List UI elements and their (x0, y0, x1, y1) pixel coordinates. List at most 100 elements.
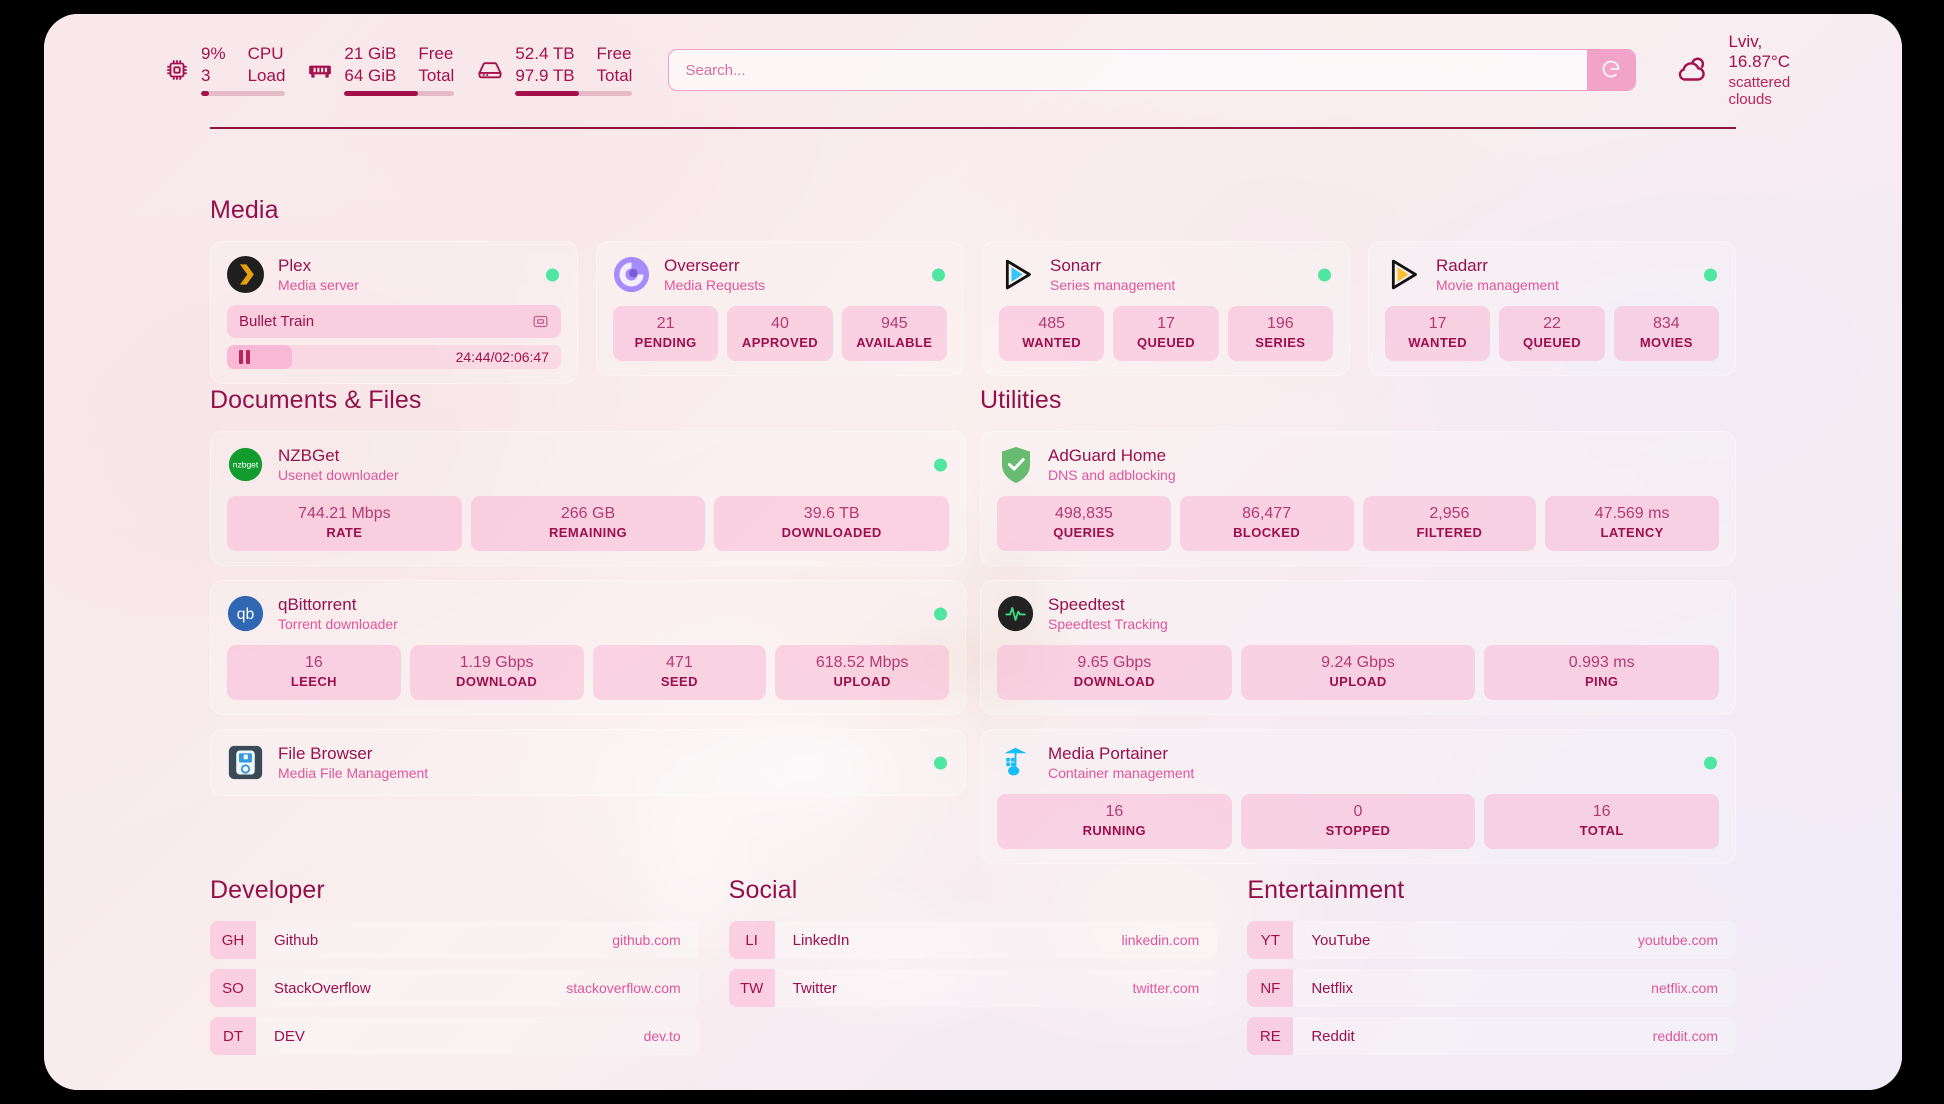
sonarr-subtitle: Series management (1050, 277, 1176, 293)
bookmark-url: stackoverflow.com (566, 980, 681, 996)
metric-label: SEED (660, 674, 698, 689)
metric-value: 618.52 Mbps (815, 654, 909, 671)
metric: 744.21 Mbps RATE (227, 496, 462, 551)
plex-progress-bar[interactable]: 24:44/02:06:47 (227, 345, 561, 369)
bookmark-url: github.com (612, 932, 681, 948)
plex-now-playing-title: Bullet Train (239, 313, 315, 330)
stat-cpu-label-bottom: Load (247, 65, 286, 85)
metric-label: TOTAL (1579, 823, 1624, 838)
bookmark-url: youtube.com (1637, 932, 1719, 948)
metric-value: 1.19 Gbps (459, 654, 534, 671)
bookmark-item-linkedin[interactable]: LI LinkedIn linkedin.com (728, 921, 1218, 959)
nzbget-icon: nzbget (227, 446, 264, 483)
metric-value: 16 (304, 654, 323, 671)
pause-icon[interactable] (239, 350, 250, 364)
weather-location: Lviv, 16.87°C (1728, 32, 1791, 71)
metric-label: MOVIES (1639, 335, 1693, 350)
search-submit-button[interactable] (1587, 50, 1636, 90)
stat-cpu-label-top: CPU (247, 43, 284, 63)
search-input[interactable] (669, 50, 1588, 90)
weather-widget[interactable]: Lviv, 16.87°C scattered clouds (1672, 32, 1790, 108)
bookmark-item-netflix[interactable]: NF Netflix netflix.com (1247, 969, 1737, 1007)
metric-label: DOWNLOAD (456, 674, 538, 689)
metric-label: DOWNLOADED (781, 525, 882, 540)
qbittorrent-metrics: 16 LEECH 1.19 Gbps DOWNLOAD 471 SEED (227, 645, 949, 700)
bookmark-group-title: Social (728, 876, 798, 904)
service-card-portainer[interactable]: Media Portainer Container management 16 … (980, 729, 1736, 864)
metric: 498,835 QUERIES (997, 496, 1171, 551)
adguard-subtitle: DNS and adblocking (1048, 467, 1176, 483)
bookmark-item-twitter[interactable]: TW Twitter twitter.com (728, 969, 1218, 1007)
overseerr-status-dot (932, 268, 945, 281)
plex-name: Plex (278, 256, 312, 275)
ram-icon (307, 57, 333, 83)
plex-status-dot (546, 268, 559, 281)
service-card-adguard[interactable]: AdGuard Home DNS and adblocking 498,835 … (980, 431, 1736, 566)
service-card-plex[interactable]: Plex Media server Bullet Train (210, 241, 578, 384)
metric: 485 WANTED (999, 306, 1105, 361)
plex-icon (227, 256, 264, 293)
sonarr-name: Sonarr (1050, 256, 1102, 275)
metric-value: 266 GB (560, 505, 616, 522)
service-card-filebrowser[interactable]: File Browser Media File Management (210, 729, 966, 796)
metric: 618.52 Mbps UPLOAD (775, 645, 949, 700)
google-icon (1601, 59, 1621, 82)
service-card-qbittorrent[interactable]: qb qBittorrent Torrent downloader (210, 580, 966, 715)
metric-value: 2,956 (1429, 505, 1470, 522)
service-card-radarr[interactable]: Radarr Movie management 17 WANTED 22 QUE… (1368, 241, 1736, 376)
metric: 196 SERIES (1227, 306, 1333, 361)
metric-label: AVAILABLE (856, 335, 933, 350)
metric-value: 834 (1652, 315, 1680, 332)
overseerr-name: Overseerr (664, 256, 740, 275)
qbittorrent-name: qBittorrent (278, 595, 357, 614)
search-box[interactable] (668, 49, 1637, 91)
service-card-sonarr[interactable]: Sonarr Series management 485 WANTED 17 Q… (982, 241, 1350, 376)
adguard-shield-icon (997, 446, 1034, 483)
stat-ram: 21 GiB 64 GiB Free Total (307, 43, 455, 98)
cast-icon[interactable] (532, 313, 549, 330)
radarr-icon (1385, 256, 1422, 293)
metric-value: 945 (880, 315, 908, 332)
dashboard-page: 9% 3 CPU Load (44, 14, 1902, 1090)
metric-value: 47.569 ms (1594, 505, 1670, 522)
metric: 47.569 ms LATENCY (1545, 496, 1719, 551)
metric: 834 MOVIES (1613, 306, 1719, 361)
bookmark-item-youtube[interactable]: YT YouTube youtube.com (1247, 921, 1737, 959)
stat-cpu-value-top: 9% (201, 43, 226, 63)
metric-label: LEECH (290, 674, 337, 689)
metric-value: 744.21 Mbps (298, 505, 391, 522)
metric-value: 196 (1266, 315, 1294, 332)
bookmark-item-stackoverflow[interactable]: SO StackOverflow stackoverflow.com (210, 969, 699, 1007)
bookmark-abbr: LI (728, 921, 775, 959)
metric: 16 LEECH (227, 645, 401, 700)
bookmark-item-dev[interactable]: DT DEV dev.to (210, 1017, 699, 1055)
metric: 266 GB REMAINING (470, 496, 706, 551)
service-card-speedtest[interactable]: Speedtest Speedtest Tracking 9.65 Gbps D… (980, 580, 1736, 715)
bookmark-abbr: GH (210, 921, 256, 959)
svg-text:qb: qb (237, 606, 255, 623)
metric-label: PING (1584, 674, 1619, 689)
radarr-name: Radarr (1436, 256, 1488, 275)
bookmark-item-github[interactable]: GH Github github.com (210, 921, 699, 959)
stat-ram-value-bottom: 64 GiB (344, 65, 397, 85)
metric-value: 0.993 ms (1568, 654, 1635, 671)
media-section-title: Media (210, 196, 279, 224)
bookmark-item-reddit[interactable]: RE Reddit reddit.com (1247, 1017, 1737, 1055)
filebrowser-name: File Browser (278, 744, 373, 763)
nzbget-status-dot (934, 458, 947, 471)
metric-label: APPROVED (741, 335, 819, 350)
bookmark-url: linkedin.com (1121, 932, 1200, 948)
metric: 16 TOTAL (1484, 794, 1720, 849)
metric-value: 9.65 Gbps (1077, 654, 1152, 671)
cpu-icon (164, 57, 190, 83)
bookmark-group-social: Social LI LinkedIn linkedin.com TW Twitt… (728, 876, 1218, 1055)
metric-label: WANTED (1022, 335, 1082, 350)
service-card-overseerr[interactable]: Overseerr Media Requests 21 PENDING 40 A… (596, 241, 964, 376)
speedtest-subtitle: Speedtest Tracking (1048, 616, 1168, 632)
metric-label: FILTERED (1416, 525, 1483, 540)
service-card-nzbget[interactable]: nzbget NZBGet Usenet downloader 74 (210, 431, 966, 566)
filebrowser-status-dot (934, 756, 947, 769)
bookmark-name: LinkedIn (792, 931, 850, 949)
plex-duration: 02:06:47 (494, 349, 550, 365)
metric: 17 QUEUED (1113, 306, 1219, 361)
